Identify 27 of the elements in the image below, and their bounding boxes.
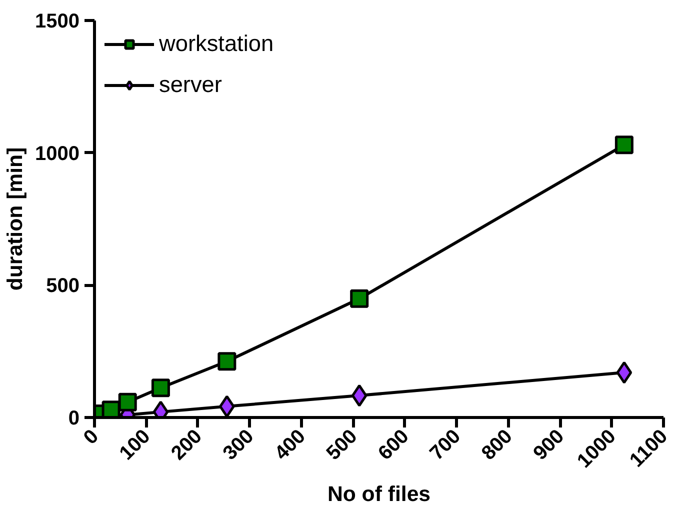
point [616,361,632,384]
x-tick-label: 200 [167,425,206,465]
y-tick-label: 500 [46,275,80,298]
x-tick-label: 900 [529,425,569,465]
y-axis-title: duration [min] [3,147,28,291]
x-tick-label: 300 [219,425,258,465]
point [118,392,137,412]
y-tick-label: 0 [68,408,80,430]
x-tick-label: 500 [322,425,362,465]
point [351,384,368,407]
x-tick-label: 600 [374,425,414,465]
legend-label: workstation [159,30,274,57]
legend-label: server [159,71,222,98]
x-tick-label: 700 [426,425,466,465]
point [614,136,634,154]
point [219,395,235,418]
point [102,400,120,418]
x-tick-label: 800 [478,425,517,465]
y-tick-label: 1500 [35,10,80,32]
point [218,352,236,371]
point [151,378,170,398]
x-tick-label: 0 [80,425,103,449]
x-axis-title: No of files [327,482,431,506]
y-tick-label: 1000 [35,142,80,165]
point [350,289,369,308]
x-tick-label: 400 [270,425,310,465]
x-tick-label: 100 [116,425,155,465]
